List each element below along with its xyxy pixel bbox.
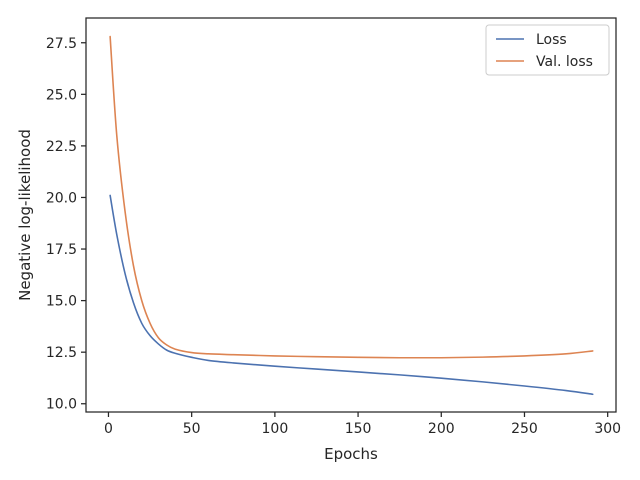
x-tick-label: 200 (428, 421, 455, 437)
y-tick-label: 15.0 (46, 294, 77, 310)
plot-background (86, 18, 616, 412)
y-tick-label: 22.5 (46, 139, 77, 155)
plot-frame (85, 17, 617, 413)
x-tick-label: 100 (262, 421, 289, 437)
legend-label: Val. loss (536, 54, 593, 70)
x-tick-label: 150 (345, 421, 372, 437)
series-line-val-loss (109, 35, 594, 359)
x-tick-label: 250 (511, 421, 538, 437)
y-tick-label: 20.0 (46, 190, 77, 206)
x-tick-label: 0 (104, 421, 113, 437)
x-axis-ticks: 0 50 100 150 200 250 300 (104, 412, 621, 437)
y-tick-label: 12.5 (46, 345, 77, 361)
x-tick-label: 300 (594, 421, 621, 437)
x-tick-label: 50 (183, 421, 201, 437)
y-tick-label: 25.0 (46, 87, 77, 103)
legend-box (485, 24, 610, 76)
y-axis-label: Negative log-likelihood (16, 129, 34, 301)
legend-label: Loss (536, 32, 567, 48)
legend: Loss Val. loss (485, 24, 610, 76)
series-line-loss (109, 194, 594, 396)
x-axis-label: Epochs (324, 445, 378, 463)
y-tick-label: 17.5 (46, 242, 77, 258)
series-layer (109, 35, 594, 396)
y-axis-ticks: 10.0 12.5 15.0 17.5 20.0 22.5 25.0 27.5 (46, 36, 86, 413)
y-tick-label: 27.5 (46, 36, 77, 52)
y-tick-label: 10.0 (46, 397, 77, 413)
